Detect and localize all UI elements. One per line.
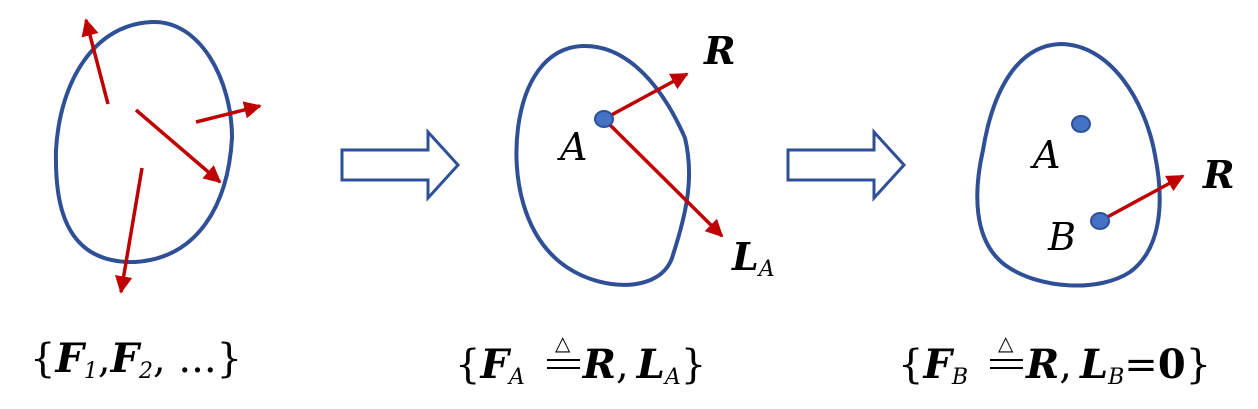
point-a-marker xyxy=(594,110,614,128)
rigid-body-outline-3 xyxy=(975,41,1162,288)
force-arrow-2 xyxy=(195,101,262,124)
force-arrow-4 xyxy=(115,167,144,294)
transformation-arrow-1 xyxy=(340,128,461,202)
transformation-arrow-2 xyxy=(786,128,907,202)
panel-2-reduced-at-a: A R LA xyxy=(514,28,775,287)
label-point-a: A xyxy=(557,125,587,169)
label-point-a-3: A xyxy=(1030,133,1060,177)
label-resultant-r: R xyxy=(703,28,736,73)
panel-1-force-system xyxy=(53,18,262,294)
svg-text:{FAR,LA}: {FA R, LA} xyxy=(455,341,706,390)
delta-symbol-b: △ xyxy=(998,331,1014,355)
moment-arrow-la xyxy=(602,117,724,238)
rigid-body-outline-2 xyxy=(514,43,692,287)
point-a-marker-3 xyxy=(1071,115,1091,133)
resultant-arrow-r xyxy=(603,72,689,121)
label-resultant-r-3: R xyxy=(1202,152,1235,197)
rigid-body-outline-1 xyxy=(53,19,235,265)
caption-equivalence-at-b: {FB R, LB=0} △ xyxy=(898,331,1211,390)
label-point-b: B xyxy=(1047,215,1076,259)
resultant-arrow-r-at-b xyxy=(1099,174,1185,223)
caption-equivalence-at-a: {FA R, LA} △ xyxy=(455,331,706,390)
delta-symbol-a: △ xyxy=(555,331,571,355)
svg-text:{FBR,LB=0}: {FB R, LB=0} xyxy=(898,341,1211,390)
label-moment-la: LA xyxy=(731,234,775,282)
panel-3-reduced-at-b: A B R xyxy=(975,41,1235,288)
force-arrow-3 xyxy=(134,108,222,184)
caption-force-system: {F1,F2, ...} xyxy=(30,335,242,384)
point-b-marker xyxy=(1090,212,1110,230)
force-arrow-1 xyxy=(81,18,110,105)
